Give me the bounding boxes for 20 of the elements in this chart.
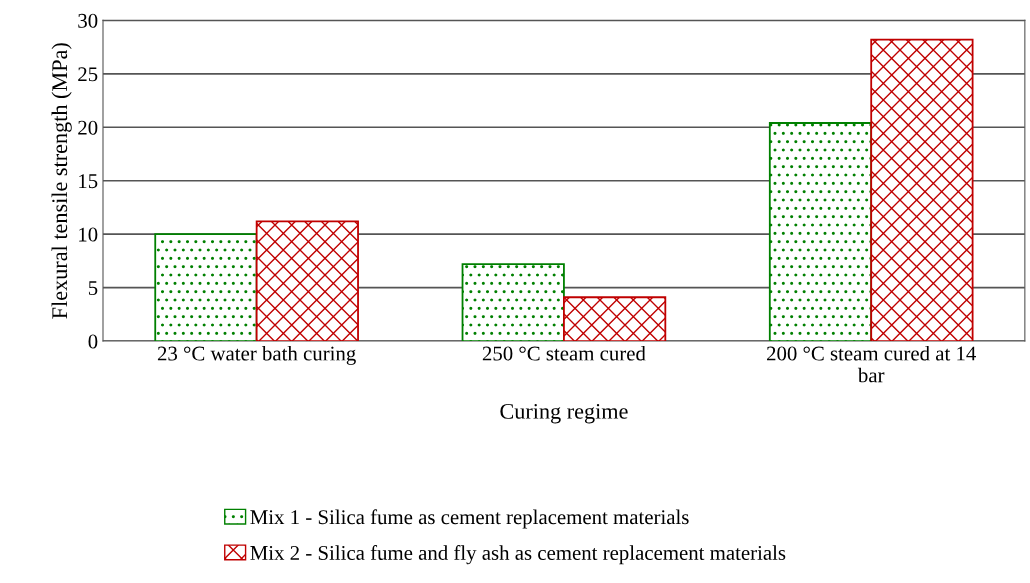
y-tick-label: 30 (78, 13, 98, 28)
x-tick-label: 23 °C water bath curing (157, 345, 356, 365)
bar (768, 122, 873, 342)
bar (563, 296, 667, 342)
bar (870, 38, 974, 342)
legend-label: Mix 1 - Silica fume as cement replacement materials (250, 509, 689, 529)
x-tick-label: 200 °C steam cured at 14 bar (767, 345, 976, 383)
y-tick-label: 5 (88, 281, 98, 296)
y-tick-label: 15 (79, 174, 98, 189)
y-axis-title: Flexural tensile strength (MPa) (51, 43, 72, 319)
bar (154, 233, 258, 342)
bar (255, 220, 359, 342)
y-tick-label: 20 (78, 120, 98, 135)
x-tick-label: 250 °C steam cured (482, 345, 646, 361)
y-tick-label: 0 (88, 334, 98, 349)
x-axis-title: Curing regime (500, 403, 628, 424)
y-tick-label: 10 (79, 227, 98, 242)
bar (461, 263, 565, 342)
legend-label: Mix 2 - Silica fume and fly ash as cement replacement materials (250, 545, 786, 565)
y-tick-label: 25 (78, 67, 98, 82)
